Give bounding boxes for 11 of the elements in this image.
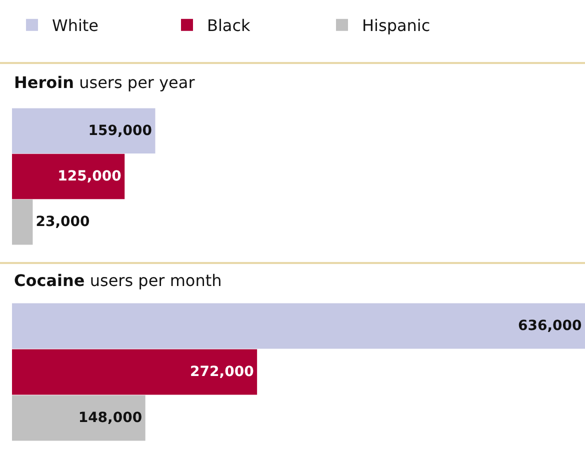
chart-title: Cocaine users per month — [14, 271, 222, 290]
data-label: 148,000 — [78, 410, 142, 426]
data-label: 125,000 — [58, 168, 122, 184]
data-label: 272,000 — [190, 364, 254, 380]
chart-title: Heroin users per year — [14, 73, 196, 92]
data-label: 23,000 — [36, 214, 90, 230]
legend-label: White — [52, 16, 99, 36]
data-label: 636,000 — [518, 318, 582, 334]
legend-label: Hispanic — [362, 16, 430, 36]
legend-label: Black — [207, 16, 252, 36]
data-label: 159,000 — [88, 122, 152, 139]
